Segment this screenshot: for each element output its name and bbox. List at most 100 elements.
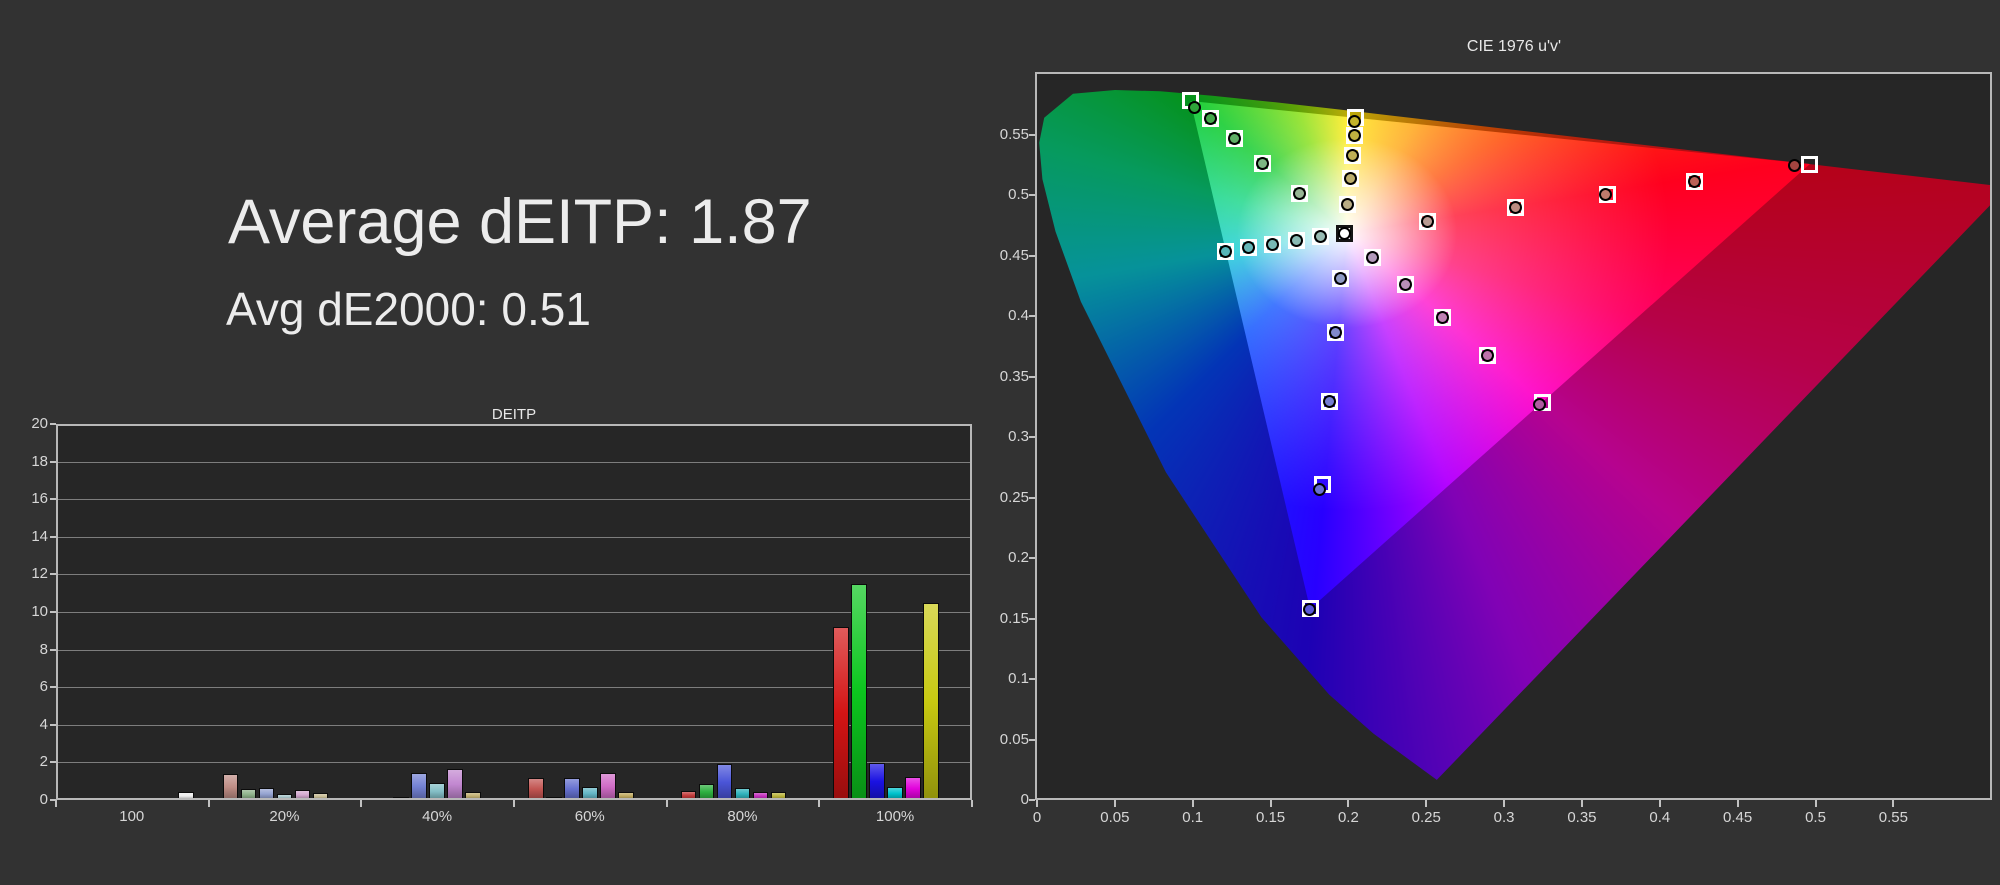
measured-circle-white-point [1338, 226, 1352, 240]
target-square-magenta-80% [1479, 347, 1497, 365]
bar-green [240, 788, 257, 800]
cie-y-tick-label: 0.45 [999, 246, 1029, 264]
bar-yellow [465, 791, 481, 800]
bar-yellow [618, 792, 634, 800]
cie-x-tick [1269, 800, 1272, 807]
bar-green [393, 797, 409, 800]
cie-x-tick [1036, 800, 1038, 807]
cie-y-tick [1029, 738, 1035, 741]
measured-circle-red-100% [1787, 159, 1801, 173]
bar-gridline [56, 499, 972, 501]
bar-x-tick-label: 60% [574, 808, 605, 825]
cie-y-tick [1029, 557, 1035, 559]
bar-y-tick [50, 686, 56, 689]
bar-cyan [734, 787, 751, 800]
measured-circle-cyan-20% [1313, 230, 1327, 244]
target-square-yellow-60% [1343, 147, 1361, 165]
bar-cyan [887, 786, 903, 800]
bar-x-tick [818, 800, 821, 807]
bar-x-tick-label: 100 [119, 808, 145, 825]
cie-plot-area [1035, 72, 1992, 800]
cie-y-tick-label: 0 [1020, 791, 1029, 808]
bar-y-tick-label: 2 [39, 753, 48, 771]
target-square-cyan-60% [1263, 235, 1281, 253]
bar-y-tick [50, 573, 56, 576]
measured-circle-green-80% [1203, 111, 1217, 125]
bar-y-tick-label: 16 [31, 490, 48, 508]
bar-blue [411, 772, 427, 800]
bar-red [680, 790, 697, 800]
bar-magenta [905, 777, 921, 800]
bar-x-tick [207, 800, 210, 807]
measured-circle-blue-40% [1329, 326, 1343, 340]
cie-x-tick-label: 0.45 [1723, 809, 1753, 826]
bar-y-tick [50, 761, 56, 764]
bar-y-tick-label: 18 [31, 452, 48, 470]
bar-red [833, 627, 849, 800]
cie-x-tick [1113, 800, 1116, 807]
measured-circle-green-40% [1256, 156, 1270, 170]
target-square-yellow-20% [1339, 195, 1357, 213]
measured-circle-blue-100% [1302, 603, 1316, 617]
bar-y-tick [50, 648, 56, 651]
cie-x-tick-label: 0 [1032, 809, 1042, 826]
measured-circle-cyan-100% [1219, 244, 1233, 258]
target-square-blue-40% [1327, 324, 1345, 342]
bar-x-tick-label: 20% [269, 808, 300, 825]
bar-yellow [923, 602, 939, 800]
target-square-yellow-40% [1341, 170, 1359, 188]
cie-x-tick-label: 0.15 [1255, 809, 1286, 826]
bar-x-tick-label: 80% [727, 808, 758, 825]
bar-yellow [312, 793, 329, 800]
bar-y-tick-label: 10 [31, 603, 48, 620]
bar-green [698, 784, 715, 800]
bar-blue [869, 763, 885, 800]
bar-gridline [56, 687, 972, 689]
target-square-green-20% [1290, 185, 1308, 203]
target-square-red-80% [1685, 173, 1703, 191]
bar-cyan [582, 786, 598, 800]
average-deitp-text: Average dEITP: 1.87 [228, 187, 812, 257]
measured-circle-yellow-60% [1345, 149, 1359, 163]
target-square-magenta-40% [1396, 276, 1414, 294]
measured-circle-red-60% [1599, 187, 1613, 201]
target-square-cyan-40% [1287, 232, 1305, 250]
cie-y-tick-label: 0.15 [999, 609, 1029, 627]
cie-y-tick [1029, 254, 1035, 257]
cie-y-tick-label: 0.25 [999, 488, 1029, 506]
cie-x-tick-label: 0.25 [1411, 809, 1441, 826]
measured-circle-blue-60% [1322, 395, 1336, 409]
bar-gridline [56, 724, 972, 726]
cie-y-tick [1029, 678, 1035, 680]
bar-y-tick [50, 460, 56, 463]
bar-y-tick-label: 4 [39, 715, 48, 733]
bar-gridline [56, 461, 972, 463]
measured-circle-blue-20% [1334, 271, 1348, 285]
cie-x-tick-label: 0.05 [1100, 809, 1130, 826]
cie-x-tick-label: 0.3 [1493, 809, 1515, 826]
target-square-green-40% [1254, 154, 1272, 172]
bar-green [546, 797, 562, 800]
bar-blue [258, 787, 275, 800]
target-square-green-60% [1225, 129, 1243, 147]
target-square-cyan-100% [1217, 242, 1235, 260]
measured-circle-magenta-100% [1532, 397, 1546, 411]
bar-green [851, 583, 867, 800]
cie-y-tick-label: 0.35 [999, 367, 1029, 385]
cie-y-tick-label: 0.3 [1008, 428, 1029, 445]
target-square-magenta-60% [1434, 308, 1452, 326]
bar-white [178, 792, 194, 800]
bar-y-tick-label: 14 [31, 527, 48, 545]
bar-x-tick-label: 100% [875, 808, 915, 825]
bar-y-tick-label: 0 [39, 791, 48, 808]
target-square-yellow-80% [1345, 127, 1363, 145]
measured-circle-blue-80% [1313, 483, 1327, 497]
cie-x-tick [1892, 800, 1895, 807]
measured-circle-magenta-80% [1481, 349, 1495, 363]
bar-y-tick-label: 6 [39, 678, 48, 696]
target-square-red-20% [1419, 212, 1437, 230]
target-square-red-100% [1801, 155, 1819, 173]
cie-y-tick-label: 0.2 [1008, 549, 1029, 566]
bar-y-tick [50, 799, 56, 801]
cie-y-tick-label: 0.55 [999, 125, 1029, 143]
